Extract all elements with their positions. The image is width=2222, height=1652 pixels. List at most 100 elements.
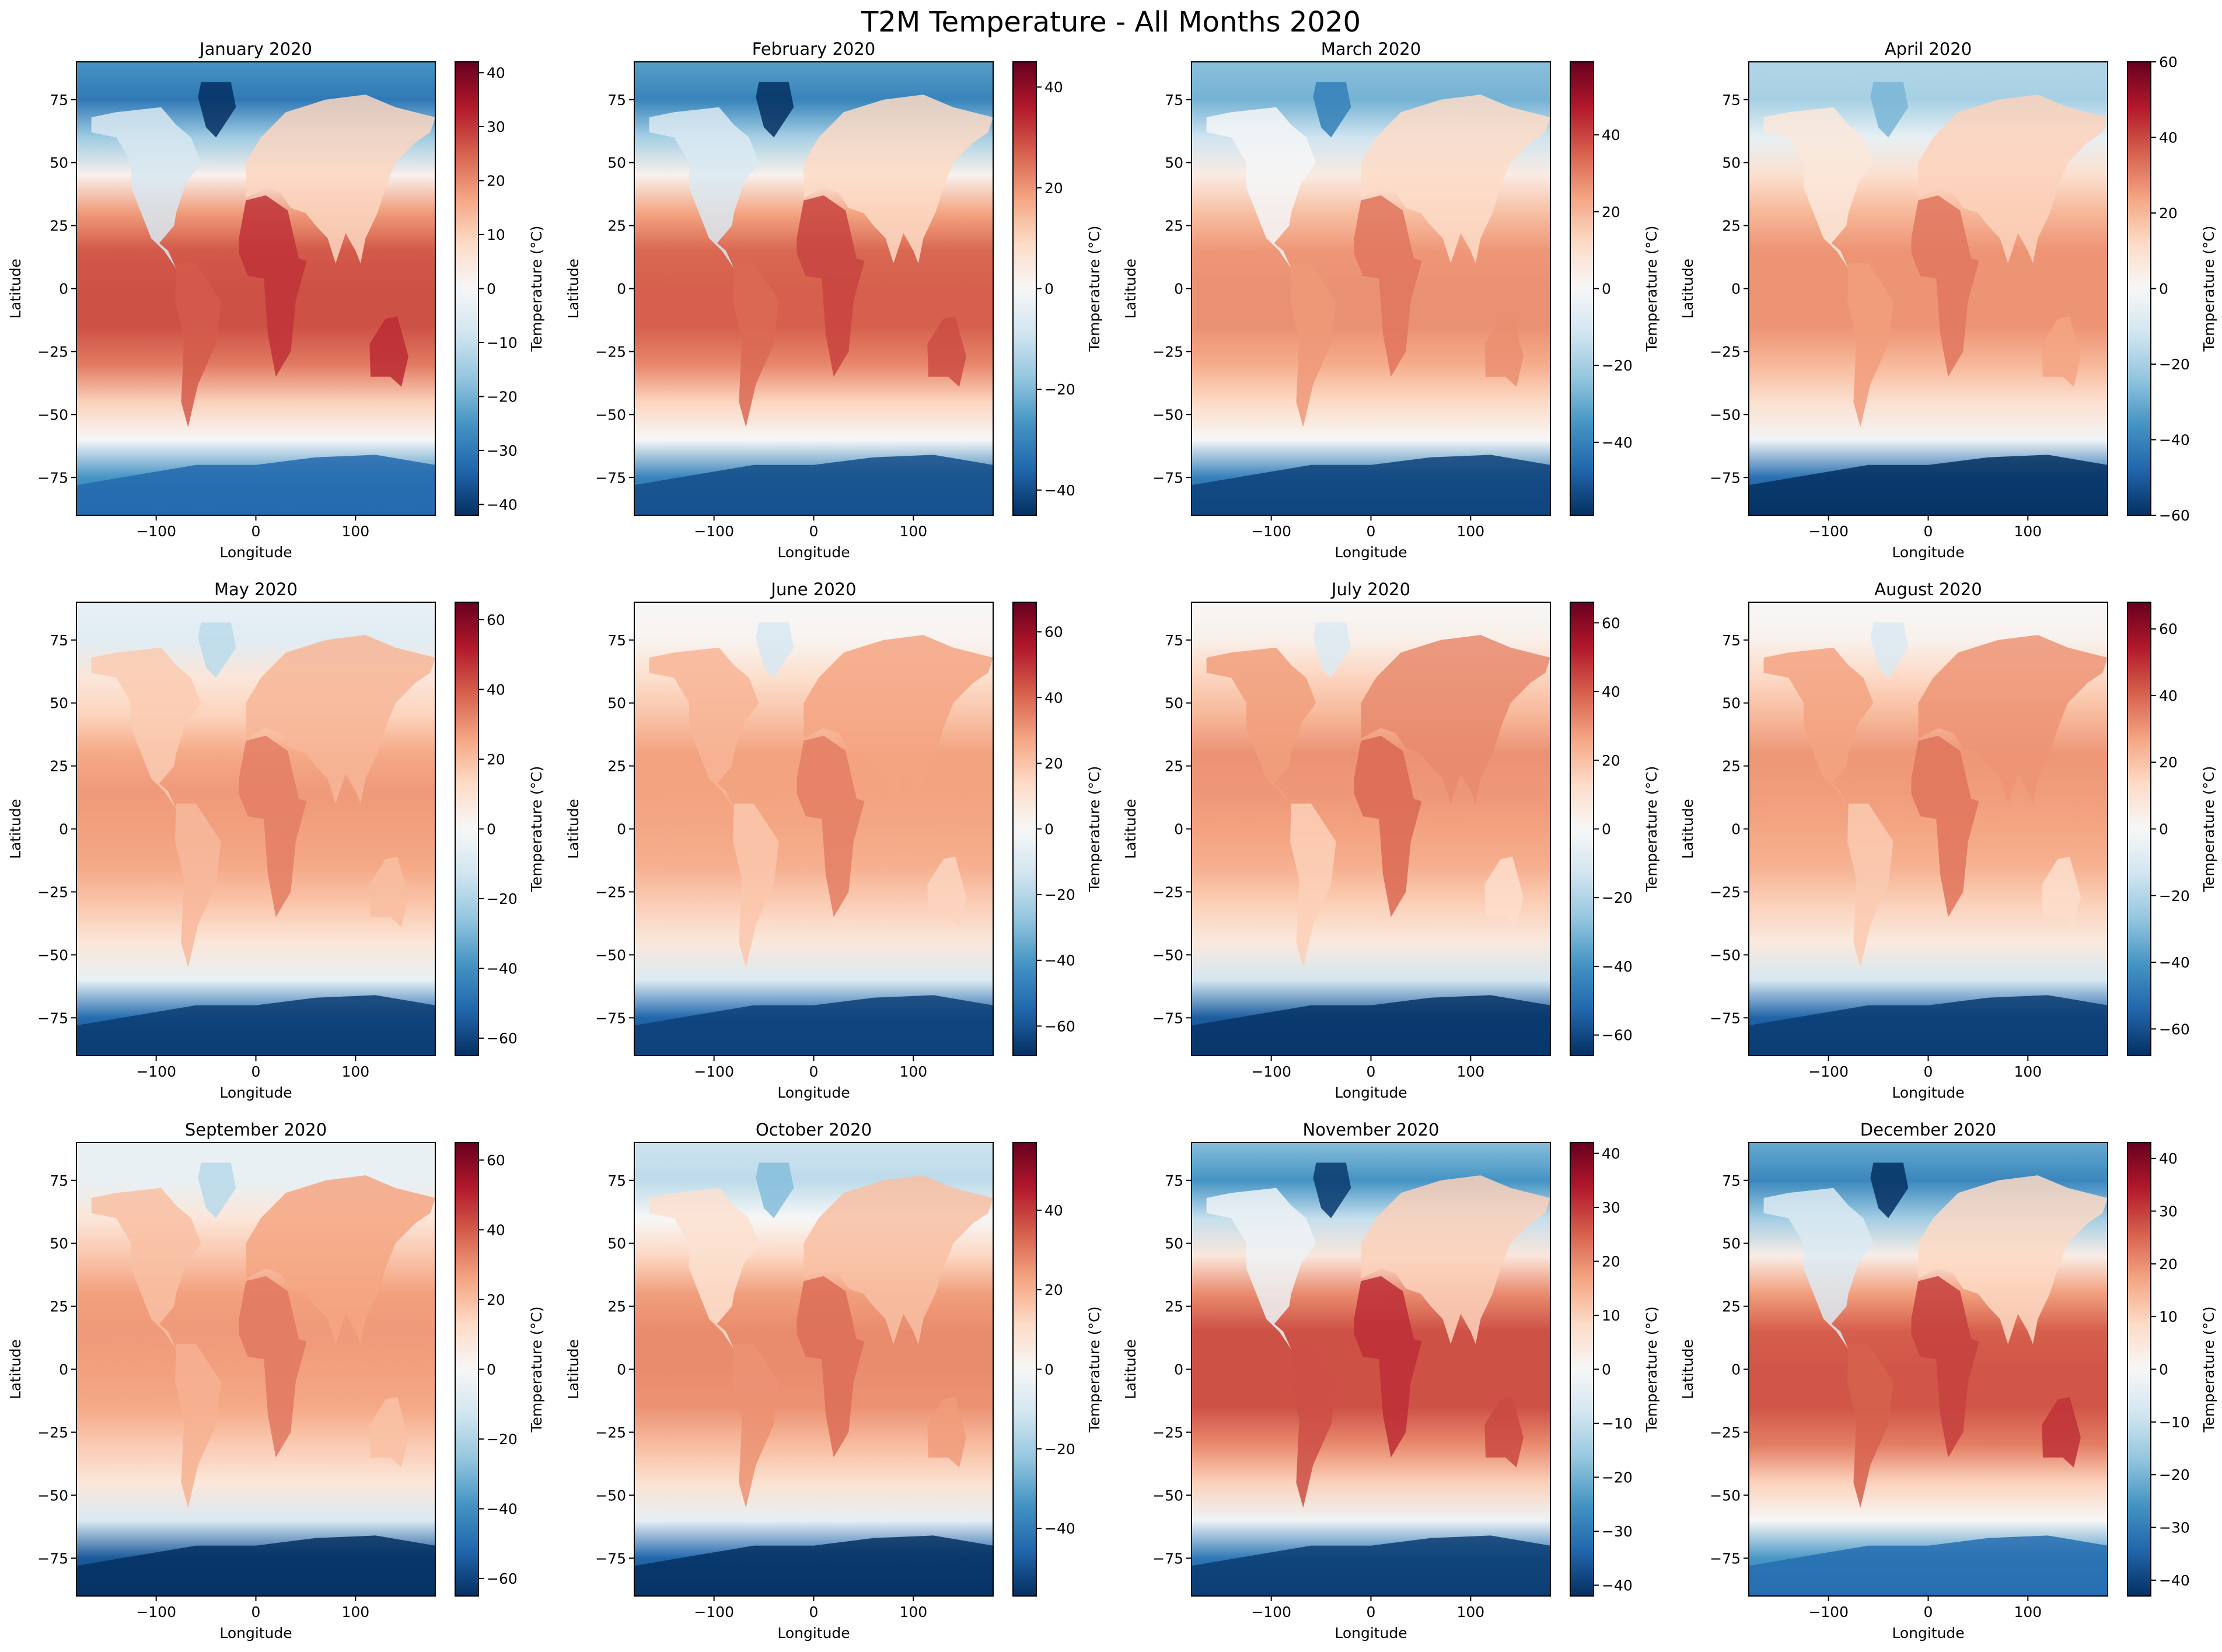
y-tick-label: 25 xyxy=(1722,1298,1741,1315)
x-tick-label: −100 xyxy=(694,523,734,540)
y-tick-label: 75 xyxy=(1165,92,1183,109)
colorbar-gradient xyxy=(1012,602,1037,1056)
land-greenland xyxy=(756,1162,794,1218)
y-tick-label: 0 xyxy=(1174,281,1183,298)
y-tick-label: −50 xyxy=(1152,1487,1183,1504)
land-africa xyxy=(796,195,865,377)
y-tick-label: 50 xyxy=(50,1235,68,1252)
x-tick-label: 0 xyxy=(1924,1604,1933,1620)
colorbar-tick-label: 60 xyxy=(487,612,505,628)
land-masses xyxy=(76,1162,435,1596)
x-axis-label: Longitude xyxy=(1892,1084,1964,1101)
colorbar-gradient xyxy=(455,1142,479,1597)
land-australia xyxy=(369,1397,408,1468)
colorbar-tick-label: −20 xyxy=(487,890,518,907)
y-tick-label: −75 xyxy=(595,1010,626,1026)
colorbar-gradient xyxy=(1570,1142,1594,1597)
colorbar-tick-label: 20 xyxy=(487,751,505,768)
y-tick-label: 50 xyxy=(1722,155,1741,172)
colorbar-tick-label: −20 xyxy=(1044,1441,1075,1458)
y-tick-label: 75 xyxy=(607,1172,626,1189)
colorbar-tick-label: −20 xyxy=(2159,1466,2190,1483)
colorbar-tick-label: −40 xyxy=(2159,954,2190,971)
colorbar-tick-label: −40 xyxy=(487,497,518,514)
land-australia xyxy=(1484,857,1524,927)
subplot-title: November 2020 xyxy=(1303,1120,1440,1140)
x-tick-label: −100 xyxy=(694,1063,734,1080)
subplot-title: February 2020 xyxy=(752,39,876,59)
x-tick-label: −100 xyxy=(1251,1063,1291,1080)
x-tick-label: 100 xyxy=(899,1063,927,1080)
colorbar-tick-label: −40 xyxy=(1044,1520,1075,1537)
x-tick-label: 100 xyxy=(1456,1604,1484,1620)
land-samerica xyxy=(1290,263,1336,427)
land-eurasia xyxy=(1918,1175,2108,1344)
subplot-august-2020: August 2020 −100 0 100 Longitude 75 50 25 0 −25 −5… xyxy=(1679,579,2217,1101)
y-tick-label: −50 xyxy=(1710,1487,1741,1504)
land-greenland xyxy=(198,622,236,678)
x-tick-label: 0 xyxy=(1924,523,1933,540)
land-samerica xyxy=(1290,1344,1336,1508)
colorbar-tick-label: 40 xyxy=(1044,79,1063,96)
land-africa xyxy=(796,735,865,917)
y-tick-label: 50 xyxy=(1165,155,1183,172)
x-tick-label: 100 xyxy=(899,523,927,540)
y-tick-label: 25 xyxy=(1165,1298,1183,1315)
x-tick-label: −100 xyxy=(1251,523,1291,540)
y-tick-label: −75 xyxy=(1710,1550,1741,1567)
colorbar-tick-label: −60 xyxy=(2159,1021,2190,1038)
colorbar-label: Temperature (°C) xyxy=(1086,1307,1103,1433)
subplot-title: April 2020 xyxy=(1885,39,1972,59)
x-tick-label: 100 xyxy=(341,1604,369,1620)
colorbar-tick-label: −40 xyxy=(1602,958,1633,975)
land-antarctica xyxy=(634,995,993,1056)
y-tick-label: −25 xyxy=(37,1424,68,1441)
y-tick-label: −75 xyxy=(1152,1010,1183,1026)
land-antarctica xyxy=(1192,1535,1550,1596)
y-tick-label: −25 xyxy=(37,883,68,900)
y-tick-label: −50 xyxy=(37,947,68,963)
x-axis-label: Longitude xyxy=(1892,544,1964,561)
y-tick-label: −50 xyxy=(37,406,68,423)
colorbar-tick-label: 0 xyxy=(487,1361,496,1378)
colorbar-tick-label: 40 xyxy=(487,1221,505,1238)
colorbar-tick-label: −20 xyxy=(1602,1469,1633,1486)
y-tick-label: 25 xyxy=(1722,758,1741,775)
y-axis-label: Latitude xyxy=(1679,799,1696,859)
x-axis-label: Longitude xyxy=(777,544,850,561)
land-greenland xyxy=(1313,82,1351,138)
y-tick-label: −25 xyxy=(1710,1424,1741,1441)
land-eurasia xyxy=(246,635,435,804)
y-tick-label: −50 xyxy=(1710,947,1741,963)
land-samerica xyxy=(1847,1344,1893,1508)
land-namerica xyxy=(649,1188,759,1349)
land-antarctica xyxy=(76,1535,435,1596)
y-tick-label: 0 xyxy=(59,821,68,838)
land-greenland xyxy=(756,82,794,138)
colorbar-tick-label: −30 xyxy=(487,442,518,459)
colorbar-tick-label: 0 xyxy=(1044,281,1054,298)
land-antarctica xyxy=(76,455,435,515)
y-tick-label: −75 xyxy=(595,469,626,486)
land-antarctica xyxy=(634,455,993,515)
subplot-april-2020: April 2020 −100 0 100 Longitude 75 50 25 0 −25 −50… xyxy=(1679,39,2217,561)
land-greenland xyxy=(1313,622,1351,678)
colorbar-tick-label: 30 xyxy=(1602,1199,1620,1216)
land-eurasia xyxy=(1361,1175,1550,1344)
colorbar-tick-label: 0 xyxy=(1044,1361,1054,1378)
y-tick-label: −75 xyxy=(1710,469,1741,486)
land-samerica xyxy=(175,804,221,968)
colorbar-gradient xyxy=(2127,61,2151,516)
y-tick-label: 75 xyxy=(1722,92,1741,109)
land-masses xyxy=(1192,622,1550,1056)
colorbar-tick-label: 0 xyxy=(1044,821,1054,838)
colorbar-tick-label: −60 xyxy=(1044,1018,1075,1035)
land-australia xyxy=(927,316,966,387)
land-masses xyxy=(1749,82,2108,515)
y-tick-label: 50 xyxy=(1165,1235,1183,1252)
y-tick-label: 50 xyxy=(50,695,68,712)
colorbar: −40 −20 0 20 40 Temperature (°C) xyxy=(1012,61,1103,516)
land-namerica xyxy=(649,107,759,268)
subplot-july-2020: July 2020 −100 0 100 Longitude 75 50 25 0 −25 −50 −… xyxy=(1122,579,1660,1101)
